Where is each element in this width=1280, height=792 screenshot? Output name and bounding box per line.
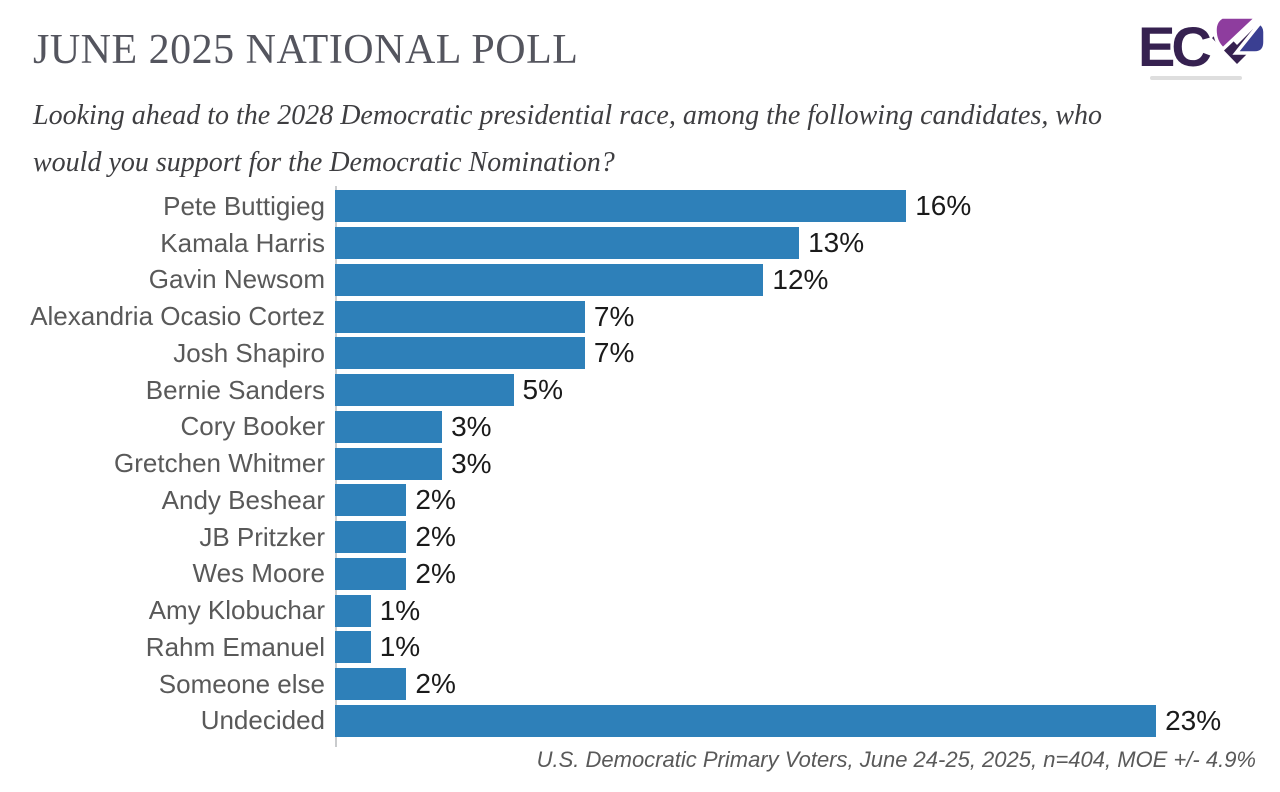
- bar-chart: Pete Buttigieg 16% Kamala Harris 13% Gavin N…: [0, 188, 1280, 739]
- bar-wrap: 7%: [335, 337, 635, 370]
- bar: [335, 484, 407, 517]
- value-label: 2%: [415, 521, 456, 553]
- category-label: Bernie Sanders: [145, 374, 325, 405]
- chart-row: Rahm Emanuel 1%: [0, 629, 1280, 666]
- value-label: 2%: [415, 484, 456, 516]
- value-label: 23%: [1165, 704, 1222, 736]
- category-label: Amy Klobuchar: [148, 595, 325, 626]
- category-label: Wes Moore: [192, 558, 325, 589]
- chart-row: Wes Moore 2%: [0, 556, 1280, 593]
- bar-wrap: 3%: [335, 410, 492, 443]
- bar-wrap: 1%: [335, 594, 421, 627]
- chart-row: Kamala Harris 13%: [0, 225, 1280, 262]
- bar-wrap: 13%: [335, 227, 865, 260]
- bar: [335, 337, 585, 370]
- chart-row: Amy Klobuchar 1%: [0, 592, 1280, 629]
- bar: [335, 300, 585, 333]
- subtitle-line-1: Looking ahead to the 2028 Democratic pre…: [33, 100, 1103, 131]
- bar: [335, 704, 1157, 737]
- bar-wrap: 12%: [335, 263, 829, 296]
- chart-row: Andy Beshear 2%: [0, 482, 1280, 519]
- bar: [335, 557, 407, 590]
- bar: [335, 374, 514, 407]
- methodology-footnote: U.S. Democratic Primary Voters, June 24-…: [536, 747, 1256, 772]
- bar-wrap: 16%: [335, 190, 972, 223]
- bar-wrap: 2%: [335, 668, 456, 701]
- chart-row: Cory Booker 3%: [0, 409, 1280, 446]
- bar-wrap: 2%: [335, 521, 456, 554]
- chart-row: Someone else 2%: [0, 666, 1280, 703]
- logo-wordmark: EC: [1140, 16, 1210, 78]
- bar: [335, 410, 443, 443]
- value-label: 7%: [593, 300, 635, 332]
- value-label: 3%: [451, 447, 492, 479]
- chart-row: Josh Shapiro 7%: [0, 335, 1280, 372]
- chart-row: Bernie Sanders 5%: [0, 372, 1280, 409]
- value-label: 2%: [415, 668, 456, 700]
- value-label: 5%: [522, 374, 563, 406]
- category-label: Andy Beshear: [161, 484, 325, 515]
- value-label: 12%: [772, 263, 829, 295]
- bar: [335, 263, 764, 296]
- category-label: Rahm Emanuel: [145, 631, 325, 662]
- bar-wrap: 2%: [335, 557, 456, 590]
- bar-wrap: 5%: [335, 374, 563, 407]
- bar-wrap: 7%: [335, 300, 635, 333]
- chart-row: Undecided 23%: [0, 703, 1280, 740]
- chart-row: Gavin Newsom 12%: [0, 262, 1280, 299]
- category-label: Someone else: [158, 668, 325, 699]
- bar: [335, 190, 907, 223]
- chart-row: JB Pritzker 2%: [0, 519, 1280, 556]
- bar-wrap: 3%: [335, 447, 492, 480]
- logo-p-glyph: [1212, 16, 1266, 64]
- chart-row: Gretchen Whitmer 3%: [0, 445, 1280, 482]
- chart-row: Alexandria Ocasio Cortez 7%: [0, 298, 1280, 335]
- bar: [335, 631, 371, 664]
- value-label: 16%: [915, 190, 972, 222]
- chart-subtitle-question: Looking ahead to the 2028 Democratic pre…: [33, 92, 1102, 186]
- bar: [335, 447, 443, 480]
- value-label: 13%: [808, 227, 865, 259]
- category-label: Kamala Harris: [160, 227, 325, 258]
- bar-wrap: 2%: [335, 484, 456, 517]
- chart-row: Pete Buttigieg 16%: [0, 188, 1280, 225]
- value-label: 1%: [379, 594, 421, 626]
- value-label: 2%: [415, 557, 456, 589]
- bar-wrap: 1%: [335, 631, 421, 664]
- logo-tagline-bar: [1150, 76, 1242, 80]
- bar: [335, 521, 407, 554]
- category-label: Alexandria Ocasio Cortez: [30, 301, 325, 332]
- category-label: Pete Buttigieg: [163, 190, 325, 221]
- category-label: Cory Booker: [180, 411, 326, 442]
- bar: [335, 594, 371, 627]
- bar: [335, 668, 407, 701]
- bar: [335, 227, 800, 260]
- category-label: JB Pritzker: [199, 521, 325, 552]
- ecp-logo: EC: [1140, 16, 1266, 78]
- category-label: Undecided: [200, 705, 325, 736]
- value-label: 7%: [593, 337, 635, 369]
- bar-wrap: 23%: [335, 704, 1222, 737]
- value-label: 3%: [451, 410, 492, 442]
- category-label: Gretchen Whitmer: [114, 448, 325, 479]
- subtitle-line-2: would you support for the Democratic Nom…: [33, 147, 615, 178]
- page-title: JUNE 2025 NATIONAL POLL: [33, 27, 579, 73]
- category-label: Gavin Newsom: [148, 264, 325, 295]
- category-label: Josh Shapiro: [173, 337, 325, 368]
- value-label: 1%: [379, 631, 421, 663]
